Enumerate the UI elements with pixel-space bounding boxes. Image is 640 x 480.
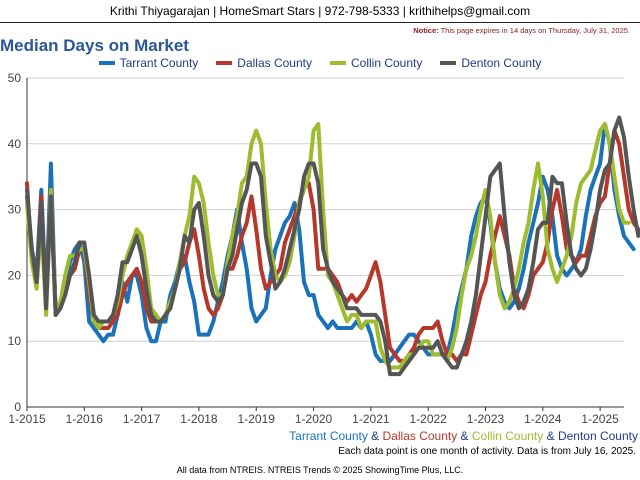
- x-tick-label: 1-2025: [581, 412, 619, 426]
- notice-text: This page expires in 14 days on Thursday…: [440, 26, 630, 35]
- source-footer: All data from NTREIS. NTREIS Trends © 20…: [176, 465, 464, 475]
- data-note: Each data point is one month of activity…: [338, 446, 636, 457]
- notice-label: Notice:: [413, 26, 439, 35]
- x-tick-label: 1-2020: [295, 412, 333, 426]
- series-line-tarrant-county: [25, 122, 636, 363]
- legend-swatch: [440, 61, 457, 65]
- contact-line: Krithi Thiyagarajan | HomeSmart Stars | …: [109, 4, 531, 18]
- bottom-legend-label: Tarrant County: [289, 429, 368, 443]
- y-tick-label: 20: [8, 268, 22, 282]
- y-tick-label: 0: [14, 400, 21, 414]
- x-tick-label: 1-2018: [180, 412, 218, 426]
- bottom-series-legend: Tarrant County & Dallas County & Collin …: [289, 429, 638, 443]
- y-tick-label: 30: [8, 203, 22, 217]
- series-line-collin-county: [25, 122, 631, 370]
- y-tick-label: 10: [8, 334, 22, 348]
- legend-swatch: [329, 61, 346, 65]
- x-tick-label: 1-2017: [123, 412, 161, 426]
- series-line-denton-county: [25, 115, 640, 377]
- series-line-dallas-county: [25, 128, 640, 363]
- chart-legend: Tarrant County Dallas County Collin County…: [0, 56, 640, 70]
- bottom-legend-label: Dallas County: [382, 429, 458, 443]
- legend-separator: &: [543, 429, 558, 443]
- x-tick-label: 1-2015: [8, 412, 46, 426]
- legend-swatch: [216, 61, 233, 65]
- chart-title: Median Days on Market: [0, 36, 189, 55]
- x-tick-label: 1-2024: [524, 412, 562, 426]
- expiry-notice: Notice: This page expires in 14 days on …: [413, 26, 630, 35]
- legend-swatch: [98, 61, 115, 65]
- legend-item: Dallas County: [216, 56, 312, 70]
- legend-item: Denton County: [440, 56, 541, 70]
- y-tick-label: 50: [8, 71, 22, 85]
- x-tick-label: 1-2016: [66, 412, 104, 426]
- legend-item: Collin County: [329, 56, 423, 70]
- legend-label: Denton County: [461, 56, 542, 70]
- y-tick-label: 40: [8, 137, 22, 151]
- legend-separator: &: [367, 429, 383, 443]
- bottom-legend-label: Denton County: [557, 429, 638, 443]
- bottom-legend-label: Collin County: [471, 429, 544, 443]
- x-tick-label: 1-2023: [467, 412, 505, 426]
- x-tick-label: 1-2019: [238, 412, 276, 426]
- x-tick-label: 1-2021: [352, 412, 390, 426]
- contact-banner: Krithi Thiyagarajan | HomeSmart Stars | …: [0, 0, 640, 23]
- legend-label: Collin County: [350, 56, 423, 70]
- legend-label: Tarrant County: [119, 56, 199, 70]
- x-tick-label: 1-2022: [409, 412, 447, 426]
- legend-label: Dallas County: [237, 56, 312, 70]
- legend-separator: &: [457, 429, 472, 443]
- legend-item: Tarrant County: [98, 56, 199, 70]
